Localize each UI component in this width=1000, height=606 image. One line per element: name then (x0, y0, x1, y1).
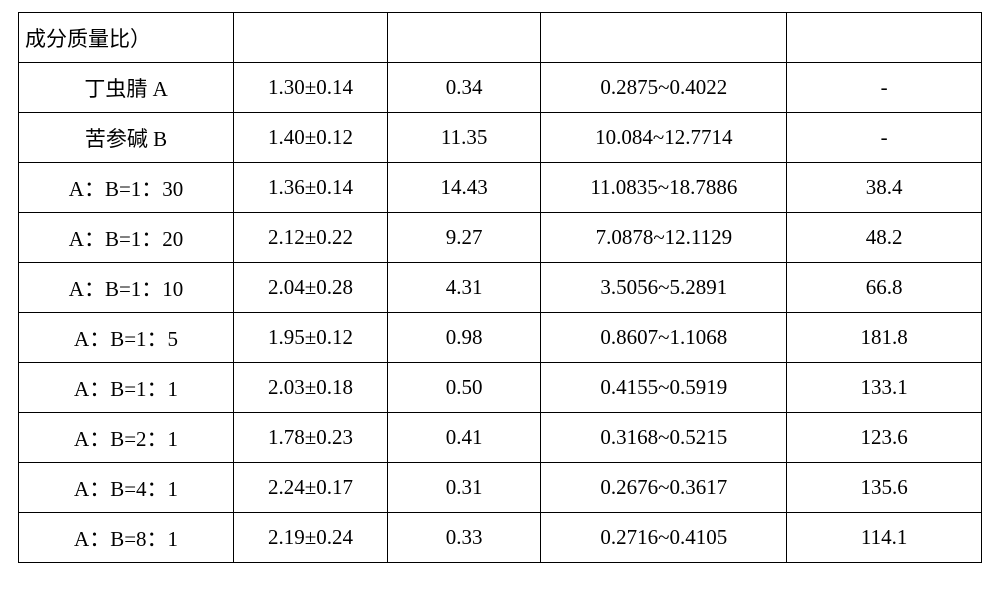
cell-lc50: 0.31 (387, 463, 541, 513)
cell-ci95: 0.8607~1.1068 (541, 313, 787, 363)
cell-ctc: 66.8 (787, 263, 982, 313)
cell-slope: 1.78±0.23 (234, 413, 388, 463)
cell-treatment: 丁虫腈 A (19, 63, 234, 113)
table-row: A：B=8：1 2.19±0.24 0.33 0.2716~0.4105 114… (19, 513, 982, 563)
cell-lc50: 0.33 (387, 513, 541, 563)
data-table: 成分质量比） 丁虫腈 A 1.30±0.14 0.34 0.2875~0.402… (18, 12, 982, 563)
table-row: A：B=1：5 1.95±0.12 0.98 0.8607~1.1068 181… (19, 313, 982, 363)
cell-treatment: A：B=4：1 (19, 463, 234, 513)
cell-ci95: 0.2716~0.4105 (541, 513, 787, 563)
cell-ctc: 135.6 (787, 463, 982, 513)
cell-ci95: 11.0835~18.7886 (541, 163, 787, 213)
header-cell-slope (234, 13, 388, 63)
cell-ctc: 114.1 (787, 513, 982, 563)
table-row: A：B=1：30 1.36±0.14 14.43 11.0835~18.7886… (19, 163, 982, 213)
table-row: 苦参碱 B 1.40±0.12 11.35 10.084~12.7714 - (19, 113, 982, 163)
cell-slope: 1.36±0.14 (234, 163, 388, 213)
cell-ci95: 0.4155~0.5919 (541, 363, 787, 413)
cell-ctc: - (787, 63, 982, 113)
cell-slope: 1.30±0.14 (234, 63, 388, 113)
table-row: A：B=1：20 2.12±0.22 9.27 7.0878~12.1129 4… (19, 213, 982, 263)
cell-lc50: 0.41 (387, 413, 541, 463)
table-row: A：B=2：1 1.78±0.23 0.41 0.3168~0.5215 123… (19, 413, 982, 463)
cell-lc50: 0.50 (387, 363, 541, 413)
cell-treatment: A：B=1：1 (19, 363, 234, 413)
header-cell-treatment: 成分质量比） (19, 13, 234, 63)
cell-slope: 2.24±0.17 (234, 463, 388, 513)
cell-slope: 1.95±0.12 (234, 313, 388, 363)
cell-slope: 2.04±0.28 (234, 263, 388, 313)
header-cell-lc50 (387, 13, 541, 63)
cell-lc50: 0.98 (387, 313, 541, 363)
table-row: 丁虫腈 A 1.30±0.14 0.34 0.2875~0.4022 - (19, 63, 982, 113)
cell-lc50: 4.31 (387, 263, 541, 313)
cell-lc50: 9.27 (387, 213, 541, 263)
cell-ctc: - (787, 113, 982, 163)
table-row: A：B=1：1 2.03±0.18 0.50 0.4155~0.5919 133… (19, 363, 982, 413)
cell-ci95: 0.2676~0.3617 (541, 463, 787, 513)
cell-treatment: A：B=1：20 (19, 213, 234, 263)
cell-slope: 2.19±0.24 (234, 513, 388, 563)
header-cell-ci95 (541, 13, 787, 63)
cell-ctc: 48.2 (787, 213, 982, 263)
cell-lc50: 11.35 (387, 113, 541, 163)
cell-ci95: 0.2875~0.4022 (541, 63, 787, 113)
cell-treatment: A：B=1：30 (19, 163, 234, 213)
table-container: 成分质量比） 丁虫腈 A 1.30±0.14 0.34 0.2875~0.402… (0, 0, 1000, 575)
table-row: A：B=4：1 2.24±0.17 0.31 0.2676~0.3617 135… (19, 463, 982, 513)
cell-ctc: 123.6 (787, 413, 982, 463)
cell-ci95: 0.3168~0.5215 (541, 413, 787, 463)
table-header-row: 成分质量比） (19, 13, 982, 63)
cell-slope: 2.03±0.18 (234, 363, 388, 413)
cell-ctc: 38.4 (787, 163, 982, 213)
cell-lc50: 0.34 (387, 63, 541, 113)
cell-treatment: 苦参碱 B (19, 113, 234, 163)
cell-treatment: A：B=1：5 (19, 313, 234, 363)
cell-ci95: 10.084~12.7714 (541, 113, 787, 163)
table-row: A：B=1：10 2.04±0.28 4.31 3.5056~5.2891 66… (19, 263, 982, 313)
cell-treatment: A：B=1：10 (19, 263, 234, 313)
cell-ci95: 3.5056~5.2891 (541, 263, 787, 313)
cell-treatment: A：B=2：1 (19, 413, 234, 463)
cell-slope: 2.12±0.22 (234, 213, 388, 263)
cell-slope: 1.40±0.12 (234, 113, 388, 163)
cell-ctc: 133.1 (787, 363, 982, 413)
cell-ctc: 181.8 (787, 313, 982, 363)
header-cell-ctc (787, 13, 982, 63)
cell-ci95: 7.0878~12.1129 (541, 213, 787, 263)
cell-lc50: 14.43 (387, 163, 541, 213)
cell-treatment: A：B=8：1 (19, 513, 234, 563)
